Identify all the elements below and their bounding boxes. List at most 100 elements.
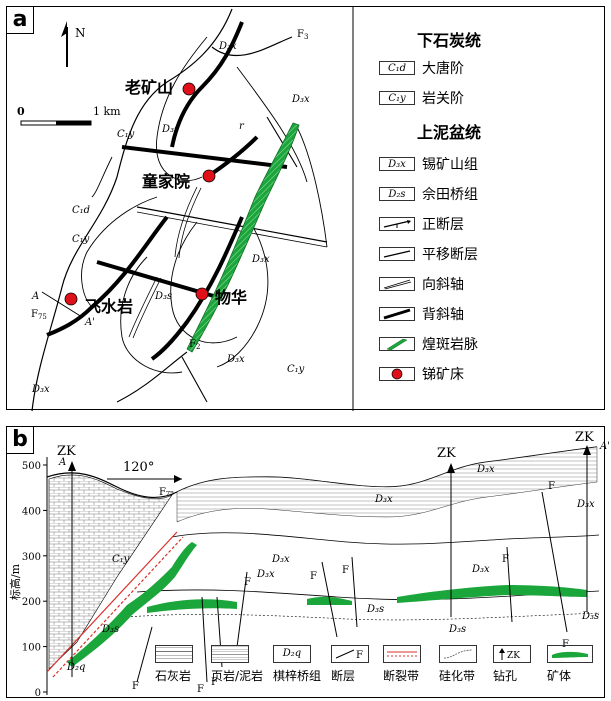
anticline-axis (170, 21, 244, 148)
shale-icon (211, 645, 249, 663)
legend-item: 断裂带 (383, 645, 421, 684)
deposit-laokuangshan[interactable] (182, 82, 196, 96)
deposit-name: 童家院 (142, 172, 190, 191)
legend-symbol-d2q: D₂q (273, 645, 311, 663)
legend-item: 页岩/泥岩 (211, 645, 263, 684)
legend-item: D₂q 棋梓桥组 (273, 645, 321, 684)
anticline-axis (46, 215, 169, 337)
normal-fault-icon (379, 217, 415, 231)
legend-label: 大唐阶 (422, 61, 464, 77)
contact-line (296, 126, 328, 248)
normal-fault-f3 (211, 36, 293, 57)
panel-a-geologic-map: N 0 1 km D₃x D₃x D₃s C₁y C₁d C₁y D₃x D₃x… (6, 6, 605, 412)
scale-label: 1 km (93, 105, 121, 118)
contact-line (236, 66, 308, 183)
fault-label: F (548, 481, 555, 492)
strike-slip-fault (136, 206, 328, 243)
unit-label: D₃x (251, 254, 270, 265)
fault-f75-label: F75 (31, 309, 47, 321)
legend-item: D₃x 锡矿山组 (379, 153, 478, 175)
legend-label: 正断层 (422, 217, 464, 233)
legend-symbol-c1y: C₁y (379, 91, 415, 105)
fault-zone-icon (383, 645, 421, 663)
unit-label: D₃s (581, 611, 599, 622)
syncline-axis (174, 186, 198, 258)
deposit-name: 飞水岩 (85, 297, 133, 316)
legend-label: 页岩/泥岩 (211, 669, 264, 683)
unit-label: D₃s (366, 604, 384, 615)
unit-label: D₃s (154, 291, 172, 302)
unit-label: D₂q (66, 662, 85, 673)
fault-label: F (244, 577, 251, 588)
fault-label: F (310, 571, 317, 582)
y-tick-label: 500 (22, 461, 41, 472)
legend-label: 背斜轴 (422, 307, 464, 323)
y-tick-label: 200 (22, 597, 41, 608)
deposit-feishuiyan[interactable] (64, 292, 78, 306)
fault-zone (46, 531, 178, 673)
legend-item: ZK 钻孔 (493, 645, 531, 684)
fault-line (266, 116, 298, 168)
strike-slip-fault-parallel (136, 211, 328, 248)
drill-icon-label: ZK (507, 651, 520, 661)
legend-label: 平移断层 (422, 247, 478, 263)
legend-item: 正断层 (379, 213, 464, 235)
bearing-arrow-head-icon (174, 475, 182, 483)
unit-label: C₁y (287, 364, 305, 375)
fault-line (351, 556, 358, 628)
fault-label: F (562, 639, 569, 650)
legend-item: 矿体 (547, 645, 593, 684)
ore-body-icon (547, 645, 593, 663)
unit-label: C₁y (112, 554, 130, 565)
legend-item: C₁y 岩关阶 (379, 87, 464, 109)
legend-label: 岩关阶 (422, 91, 464, 107)
legend-label: 断层 (331, 669, 356, 683)
fold-r-label: r (239, 121, 245, 132)
y-tick-label: 300 (22, 552, 41, 563)
deposit-name: 物华 (215, 288, 247, 307)
scale-bar-fill (56, 121, 91, 125)
stratum-contact (126, 612, 600, 621)
map-boundary-west (31, 8, 233, 412)
anticline-axis-icon (379, 307, 415, 321)
unit-label: D₃s (101, 624, 119, 635)
fault-label: F (132, 681, 139, 692)
fault-label: F (342, 565, 349, 576)
legend-label: 棋梓桥组 (273, 669, 322, 683)
fault-label: F (211, 677, 218, 688)
section-line (41, 291, 83, 318)
fault-line (506, 546, 513, 623)
drill-label: ZK (437, 446, 456, 461)
section-end-label: A' (84, 317, 95, 328)
fault-line (136, 626, 153, 683)
deposit-tongjiayuan[interactable] (202, 169, 216, 183)
fault-line (181, 356, 208, 403)
unit-label: D₃x (291, 94, 310, 105)
unit-label: D₃s (161, 124, 179, 135)
contact-line (81, 196, 158, 308)
contact-line (170, 221, 238, 344)
panel-b-tag: b (7, 427, 34, 454)
lamprophyre-dyke (186, 122, 300, 353)
strike-slip-fault-icon (379, 247, 415, 261)
legend-item: 石灰岩 (155, 645, 193, 684)
legend-label: 钻孔 (493, 669, 518, 683)
legend-item: F 断层 (331, 645, 369, 684)
syncline-axis (132, 277, 162, 339)
unit-label: D₃s (448, 624, 466, 635)
drill-arrow-icon (68, 461, 76, 471)
fault-zone (52, 536, 184, 678)
deposit-wuhua[interactable] (195, 287, 209, 301)
legend-item: 平移断层 (379, 243, 478, 265)
unit-label: D₃x (226, 354, 245, 365)
unit-label: D₃x (256, 569, 275, 580)
legend-item: 背斜轴 (379, 303, 464, 325)
syncline-axis-icon (379, 277, 415, 291)
contact-line (216, 216, 269, 368)
unit-label: C₁d (72, 205, 90, 216)
y-tick-label: 100 (22, 643, 41, 654)
fault-icon-label: F (356, 650, 363, 661)
stratum-contact (171, 532, 600, 545)
silicified-zone-icon (439, 645, 477, 663)
